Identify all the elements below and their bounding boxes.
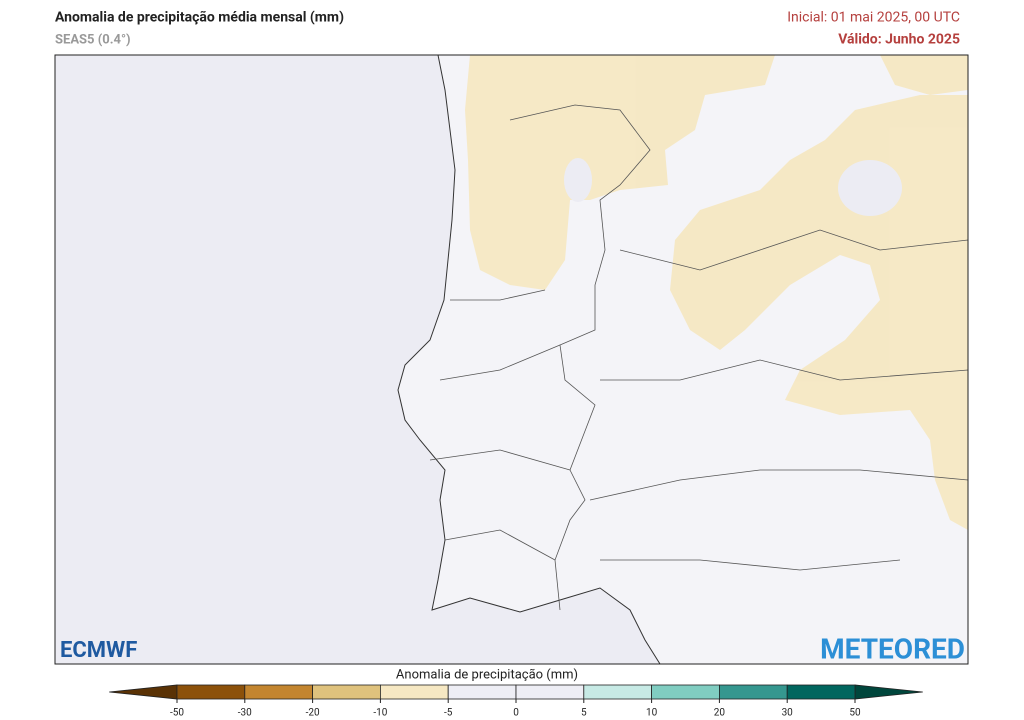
colorbar-tick-label: -10 bbox=[373, 708, 387, 719]
ecmwf-logo: ECMWF bbox=[60, 638, 137, 663]
valid-date: Válido: Junho 2025 bbox=[838, 32, 960, 48]
colorbar-tick-label: -20 bbox=[306, 708, 320, 719]
colorbar-tick-label: -50 bbox=[170, 708, 184, 719]
colorbar-segment bbox=[447, 684, 517, 700]
colorbar-segment bbox=[379, 684, 449, 700]
subtitle: SEAS5 (0.4°) bbox=[55, 32, 131, 47]
colorbar-tick-label: -30 bbox=[238, 708, 252, 719]
colorbar-extend-high bbox=[854, 684, 923, 700]
colorbar-tick-label: 5 bbox=[581, 708, 587, 719]
colorbar-segment bbox=[244, 684, 314, 700]
colorbar-tick-label: 20 bbox=[714, 708, 726, 719]
colorbar: -50 -30 -20 -10 -5 0 5 10 20 30 50 bbox=[109, 684, 923, 719]
colorbar-segment bbox=[312, 684, 381, 700]
colorbar-segment bbox=[786, 684, 856, 700]
colorbar-tick-label: 50 bbox=[849, 708, 861, 719]
colorbar-segment bbox=[651, 684, 720, 700]
colorbar-extend-low bbox=[109, 684, 178, 700]
borders bbox=[429, 104, 968, 611]
colorbar-segment bbox=[176, 684, 246, 700]
meteored-logo: METEORED bbox=[820, 632, 965, 665]
colorbar-segment bbox=[515, 684, 585, 700]
anomaly-holes bbox=[564, 158, 902, 216]
map: ECMWF METEORED bbox=[55, 55, 968, 665]
colorbar-tick-label: 30 bbox=[782, 708, 794, 719]
legend-title: Anomalia de precipitação (mm) bbox=[396, 667, 578, 682]
colorbar-segment bbox=[583, 684, 652, 700]
colorbar-tick-label: -5 bbox=[444, 708, 453, 719]
title: Anomalia de precipitação média mensal (m… bbox=[55, 10, 344, 26]
colorbar-tick-label: 10 bbox=[646, 708, 658, 719]
colorbar-segment bbox=[719, 684, 788, 700]
initial-date: Inicial: 01 mai 2025, 00 UTC bbox=[787, 10, 960, 26]
colorbar-tick-label: 0 bbox=[513, 708, 519, 719]
map-frame bbox=[54, 54, 969, 665]
